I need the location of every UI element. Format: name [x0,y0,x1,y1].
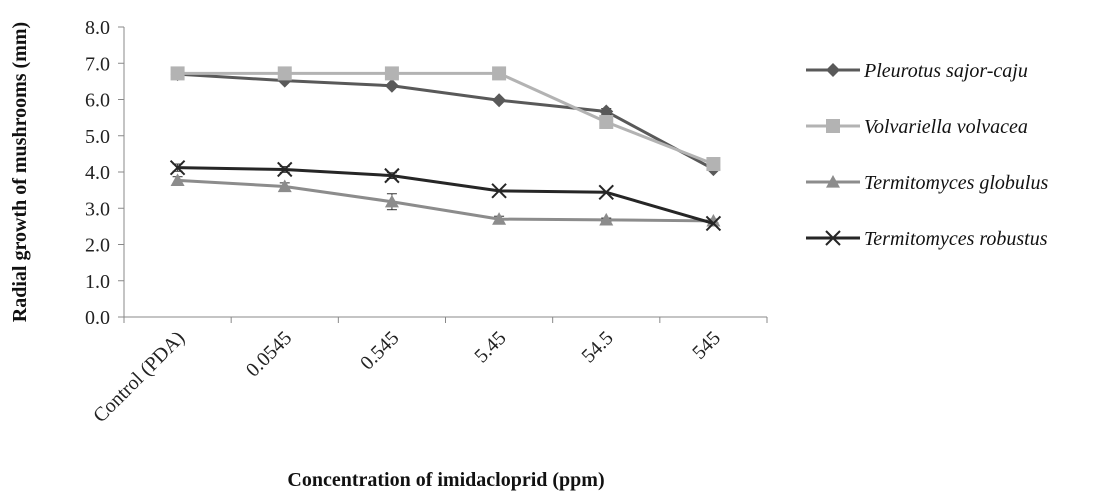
marker-stroke [825,230,841,246]
data-point [598,184,614,201]
legend-marker [826,119,840,133]
data-point [705,215,722,232]
series-layer [169,66,722,232]
y-tick-label: 0.0 [85,307,110,329]
data-point [492,212,507,225]
x-tick-label: 5.45 [470,327,510,367]
x-tick-label: 545 [688,327,725,364]
x-tick-label: 0.545 [356,327,403,374]
data-point [384,167,400,184]
series-line [177,71,714,166]
series-line [177,72,715,171]
y-tick-label: 6.0 [85,90,110,112]
marker-stroke [384,167,400,184]
legend-label: Termitomyces globulus [864,172,1048,194]
x-tick-label: 0.0545 [242,327,296,381]
legend-label: Termitomyces robustus [864,228,1048,250]
data-point [599,212,614,226]
marker-stroke [598,184,614,201]
y-tick-label: 7.0 [85,53,110,75]
y-tick-label: 5.0 [85,126,110,148]
marker-stroke [705,215,722,232]
series-line [177,178,714,223]
series-line [177,166,714,225]
y-tick-label: 3.0 [85,198,110,220]
x-axis: Control (PDA) 0.0545 0.545 5.45 54.5 545 [89,316,768,427]
marker-stroke [169,159,186,176]
data-point [492,66,507,81]
marker-stroke [277,161,293,178]
data-point [384,78,399,93]
data-point [277,179,292,193]
legend-item: Termitomyces robustus [806,228,1048,250]
legend-item: Volvariella volvacea [806,116,1028,138]
legend-label: Volvariella volvacea [864,116,1028,138]
y-tick-label: 4.0 [85,162,110,184]
data-point [277,66,292,81]
data-point [599,104,614,119]
data-point [706,157,721,172]
x-tick-label: Control (PDA) [89,327,189,427]
series-termitomyces-globulus [170,173,721,227]
y-tick-label: 2.0 [85,235,110,257]
legend-marker [825,230,841,246]
legend-item: Termitomyces globulus [806,172,1048,194]
legend-label: Pleurotus sajor-caju [863,60,1028,82]
data-point [169,159,186,176]
series-termitomyces-robustus [169,159,722,232]
data-point [170,173,185,186]
x-axis-title: Concentration of imidacloprid (ppm) [287,469,604,491]
y-axis-title: Radial growth of mushrooms (mm) [9,22,31,322]
y-tick-label: 8.0 [85,17,110,39]
data-point [277,161,293,178]
legend-item: Pleurotus sajor-caju [806,60,1028,82]
data-point [384,66,399,81]
data-point [491,183,507,199]
data-point [599,114,614,129]
data-point [492,93,507,108]
data-point [170,66,185,81]
y-tick-label: 1.0 [85,271,110,293]
y-axis: 0.0 1.0 2.0 3.0 4.0 5.0 6.0 7.0 8.0 [85,17,125,329]
series-pleurotus-sajor-caju [170,67,721,177]
legend-marker [826,175,840,188]
series-volvariella-volvacea [170,66,721,172]
x-tick-label: 54.5 [577,327,617,367]
legend-marker [826,63,840,77]
legend: Pleurotus sajor-caju Volvariella volvacea… [806,60,1048,250]
marker-stroke [491,183,507,199]
data-point [384,194,399,208]
